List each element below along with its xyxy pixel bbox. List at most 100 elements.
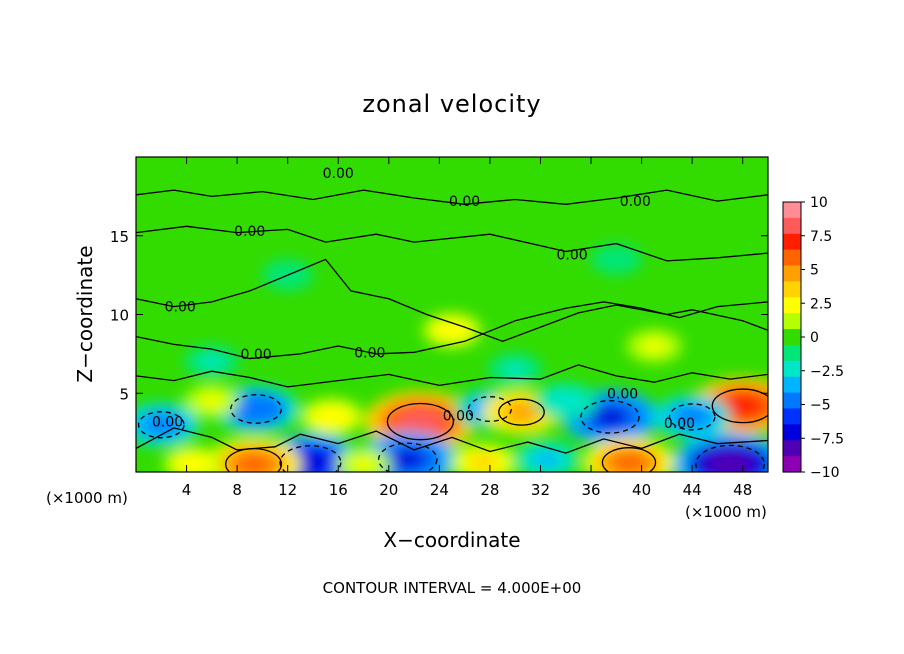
colorbar-swatch (783, 281, 801, 298)
field-lobe-core (706, 451, 754, 472)
field-lobe-core (145, 415, 177, 434)
x-axis: 4 8 12 16 20 24 28 32 36 40 44 48 (182, 157, 752, 499)
contour-line (580, 400, 640, 434)
contour-label: 0.00 (607, 386, 638, 402)
colorbar-tick-label: 10 (810, 195, 828, 211)
colorbar-swatch (783, 202, 801, 219)
colorbar-tick-label: −5 (810, 398, 831, 414)
colorbar-swatch (783, 344, 801, 362)
field-lobe-core (610, 452, 648, 472)
contour-labels: 0.00 0.00 0.00 0.00 0.00 0.00 0.00 0.00 0.00 0.00… (152, 166, 695, 432)
field-lobe-core (643, 339, 666, 353)
contour-line (467, 396, 513, 422)
colorbar-swatch (783, 456, 801, 473)
y-axis: 5 10 15 (110, 228, 768, 403)
field-lobe-core (439, 323, 465, 338)
zero-contour-line (136, 189, 768, 205)
field-lobe-core (532, 451, 561, 468)
x-axis-label: X−coordinate (383, 528, 520, 552)
colorbar-tick-label: 5 (810, 263, 819, 279)
colorbar-tick-label: −2.5 (810, 364, 844, 380)
x-tick-label: 12 (278, 481, 297, 499)
colorbar-swatch (783, 265, 801, 283)
colorbar-tick-label: −7.5 (810, 431, 844, 447)
contour-label: 0.00 (443, 408, 474, 424)
colorbar-swatch (783, 424, 801, 441)
y-tick-label: 15 (110, 228, 129, 246)
contour-label: 0.00 (556, 248, 587, 264)
colorbar-swatch (783, 376, 801, 394)
field-lobe-core (234, 453, 273, 472)
colorbar-swatch (783, 360, 801, 378)
zero-contour-line (136, 258, 768, 342)
contour-line (386, 402, 455, 441)
colorbar-swatch (783, 408, 801, 425)
contour-interval-note: CONTOUR INTERVAL = 4.000E+00 (323, 579, 582, 597)
contour-line (377, 442, 438, 472)
colorbar-swatch (783, 440, 801, 457)
colorbar-swatch (783, 392, 801, 410)
field-lobe-core (605, 253, 627, 266)
contour-label: 0.00 (323, 166, 354, 182)
contour-label: 0.00 (620, 194, 651, 210)
x-tick-label: 20 (379, 481, 398, 499)
field-lobe-core (387, 448, 428, 471)
field-lobe-core (318, 409, 345, 425)
field-lobe-core (200, 355, 224, 369)
x-tick-label: 4 (182, 481, 192, 499)
y-tick-label: 5 (119, 385, 129, 403)
x-tick-label: 48 (733, 481, 752, 499)
x-tick-label: 28 (480, 481, 499, 499)
field-lobe-core (200, 394, 224, 408)
x-unit-right: (×1000 m) (685, 503, 767, 521)
contour-line (498, 398, 545, 426)
contour-line (601, 447, 657, 472)
colorbar-swatch (783, 249, 801, 267)
contour-line (230, 394, 283, 424)
field-lobe-core (503, 362, 527, 377)
x-unit-left: (×1000 m) (46, 489, 128, 507)
colorbar-swatch (783, 313, 801, 330)
x-tick-label: 24 (430, 481, 449, 499)
zero-contour-line (136, 225, 768, 262)
colorbar-tick-label: −10 (810, 465, 840, 481)
colorbar: 10 7.5 5 2.5 0 −2.5 −5 −7.5 −10 (782, 195, 844, 481)
contour-label: 0.00 (449, 194, 480, 210)
y-tick-label: 10 (110, 307, 129, 325)
x-tick-label: 8 (232, 481, 242, 499)
field-lobe-core (589, 405, 631, 428)
field-lobe-core (676, 407, 708, 426)
field-lobe-core (238, 399, 274, 419)
field-lobe-core (505, 403, 538, 422)
colorbar-tick-label: 2.5 (810, 296, 832, 312)
y-axis-label: Z−coordinate (73, 245, 97, 382)
colorbar-tick-label: 7.5 (810, 229, 832, 245)
zero-contour-line (136, 364, 768, 388)
field-lobe-core (721, 394, 764, 418)
field-lobe-core (397, 409, 444, 435)
contour-label: 0.00 (354, 345, 385, 361)
colorbar-swatch (783, 233, 801, 251)
x-tick-label: 32 (531, 481, 550, 499)
field-lobe-core (180, 456, 205, 472)
field-lobe-core (552, 393, 579, 409)
contour-line (279, 445, 342, 472)
field-lobe-core (352, 457, 375, 471)
contour-label: 0.00 (165, 300, 196, 316)
contour-label: 0.00 (152, 415, 183, 431)
x-tick-label: 40 (632, 481, 651, 499)
x-tick-label: 36 (581, 481, 600, 499)
chart-title: zonal velocity (362, 90, 541, 118)
contour-label: 0.00 (234, 224, 265, 240)
contour-line (711, 388, 768, 424)
contour-line (137, 411, 185, 439)
colorbar-tick-label: 0 (810, 330, 819, 346)
x-tick-label: 16 (329, 481, 348, 499)
contour-label: 0.00 (664, 416, 695, 432)
colorbar-swatch (783, 297, 801, 314)
colorbar-swatch (783, 329, 801, 346)
colorbar-swatch (783, 217, 801, 235)
zero-contour-line (136, 427, 768, 454)
zero-contour-line (136, 301, 768, 360)
